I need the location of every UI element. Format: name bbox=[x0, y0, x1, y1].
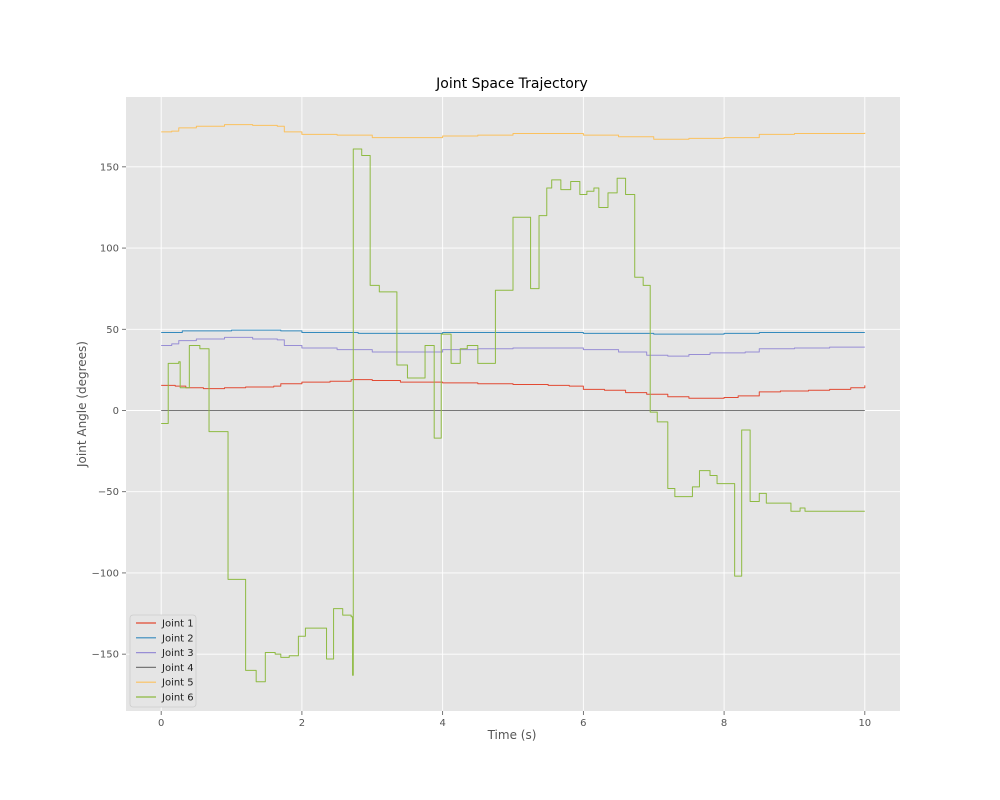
legend-label-joint-6: Joint 6 bbox=[161, 693, 194, 704]
y-tick-label: 50 bbox=[106, 325, 119, 336]
series-line-joint-1 bbox=[161, 379, 866, 399]
x-tick-label: 6 bbox=[580, 718, 586, 729]
x-axis-label: Time (s) bbox=[487, 728, 537, 742]
y-tick-label: 150 bbox=[100, 162, 119, 173]
y-tick-label: −150 bbox=[92, 650, 119, 661]
x-tick-label: 2 bbox=[299, 718, 305, 729]
series-line-joint-2 bbox=[161, 329, 865, 335]
legend-label-joint-2: Joint 2 bbox=[161, 633, 194, 644]
series-layer bbox=[161, 124, 866, 683]
y-tick-label: −50 bbox=[98, 487, 119, 498]
y-axis-label: Joint Angle (degrees) bbox=[75, 341, 89, 468]
legend-label-joint-1: Joint 1 bbox=[161, 619, 194, 630]
y-axis-ticks: −150 −100 −50 0 50 100 150 bbox=[92, 162, 126, 661]
legend: Joint 1 Joint 2 Joint 3 Joint 4 Joint 5 Joint… bbox=[129, 614, 197, 708]
legend-items: Joint 1 Joint 2 Joint 3 Joint 4 Joint 5 Joint… bbox=[136, 619, 194, 704]
legend-label-joint-3: Joint 3 bbox=[161, 648, 194, 659]
legend-label-joint-4: Joint 4 bbox=[161, 663, 194, 674]
x-tick-label: 8 bbox=[721, 718, 727, 729]
x-tick-label: 0 bbox=[158, 718, 164, 729]
legend-label-joint-5: Joint 5 bbox=[161, 678, 194, 689]
series-line-joint-6 bbox=[161, 148, 865, 683]
plot-area bbox=[126, 97, 900, 711]
x-tick-label: 10 bbox=[858, 718, 871, 729]
series-line-joint-5 bbox=[161, 124, 866, 140]
y-tick-label: 100 bbox=[100, 244, 119, 255]
chart-title: Joint Space Trajectory bbox=[435, 76, 588, 92]
x-axis-ticks: 0 2 4 6 8 10 bbox=[158, 711, 871, 729]
y-tick-label: 0 bbox=[113, 406, 119, 417]
y-tick-label: −100 bbox=[92, 568, 119, 579]
x-tick-label: 4 bbox=[439, 718, 445, 729]
